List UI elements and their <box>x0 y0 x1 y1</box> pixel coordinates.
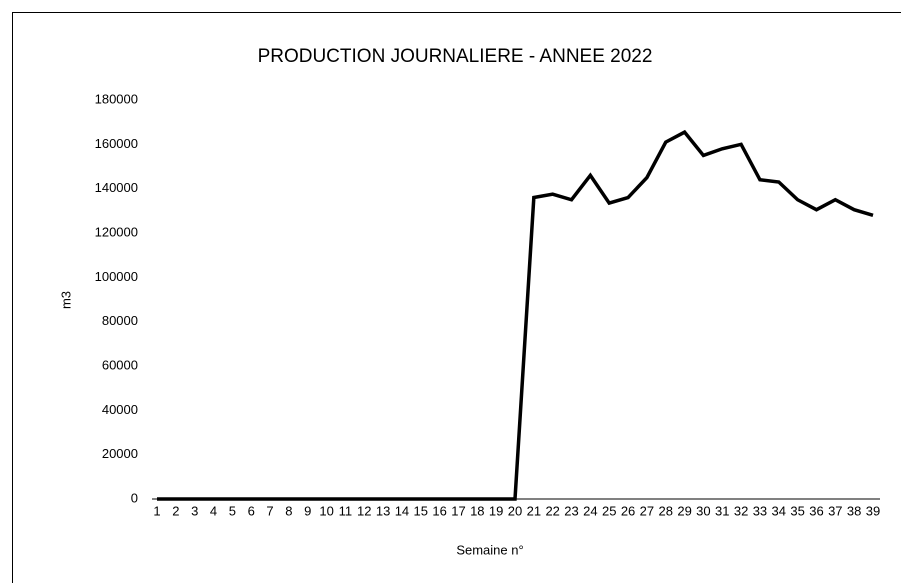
x-tick-label: 21 <box>527 503 541 518</box>
x-tick-label: 3 <box>191 503 198 518</box>
x-tick-label: 32 <box>734 503 748 518</box>
x-tick-label: 23 <box>564 503 578 518</box>
y-tick-label: 80000 <box>102 313 138 328</box>
x-tick-label: 13 <box>376 503 390 518</box>
chart-border <box>12 12 901 583</box>
x-tick-label: 39 <box>866 503 880 518</box>
x-tick-label: 37 <box>828 503 842 518</box>
x-tick-label: 4 <box>210 503 217 518</box>
x-tick-label: 18 <box>470 503 484 518</box>
x-tick-label: 31 <box>715 503 729 518</box>
x-tick-label: 17 <box>451 503 465 518</box>
x-tick-label: 35 <box>790 503 804 518</box>
y-tick-label: 40000 <box>102 402 138 417</box>
line-series <box>157 129 874 501</box>
x-tick-label: 29 <box>677 503 691 518</box>
x-tick-label: 8 <box>285 503 292 518</box>
x-tick-label: 36 <box>809 503 823 518</box>
x-tick-label: 1 <box>153 503 160 518</box>
x-tick-label: 6 <box>248 503 255 518</box>
x-tick-label: 14 <box>395 503 409 518</box>
x-tick-label: 27 <box>640 503 654 518</box>
x-tick-label: 25 <box>602 503 616 518</box>
x-tick-label: 5 <box>229 503 236 518</box>
y-tick-label: 120000 <box>95 224 138 239</box>
x-tick-label: 7 <box>266 503 273 518</box>
x-tick-label: 26 <box>621 503 635 518</box>
x-tick-label: 24 <box>583 503 597 518</box>
y-tick-label: 180000 <box>95 91 138 106</box>
x-tick-label: 15 <box>414 503 428 518</box>
y-tick-label: 20000 <box>102 446 138 461</box>
x-tick-label: 22 <box>545 503 559 518</box>
y-tick-label: 0 <box>131 490 138 505</box>
y-tick-label: 60000 <box>102 357 138 372</box>
x-tick-label: 11 <box>339 503 353 518</box>
y-tick-label: 160000 <box>95 136 138 151</box>
x-tick-label: 38 <box>847 503 861 518</box>
x-axis-label: Semaine n° <box>456 542 523 557</box>
x-tick-label: 20 <box>508 503 522 518</box>
x-tick-label: 12 <box>357 503 371 518</box>
x-tick-label: 19 <box>489 503 503 518</box>
x-tick-label: 16 <box>432 503 446 518</box>
x-tick-label: 10 <box>319 503 333 518</box>
x-tick-label: 9 <box>304 503 311 518</box>
x-tick-label: 34 <box>772 503 786 518</box>
y-axis-label: m3 <box>58 291 73 309</box>
y-tick-label: 100000 <box>95 269 138 284</box>
x-tick-label: 33 <box>753 503 767 518</box>
y-tick-label: 140000 <box>95 180 138 195</box>
x-tick-label: 30 <box>696 503 710 518</box>
x-tick-label: 28 <box>659 503 673 518</box>
chart-title: PRODUCTION JOURNALIERE - ANNEE 2022 <box>258 46 653 67</box>
x-tick-label: 2 <box>172 503 179 518</box>
